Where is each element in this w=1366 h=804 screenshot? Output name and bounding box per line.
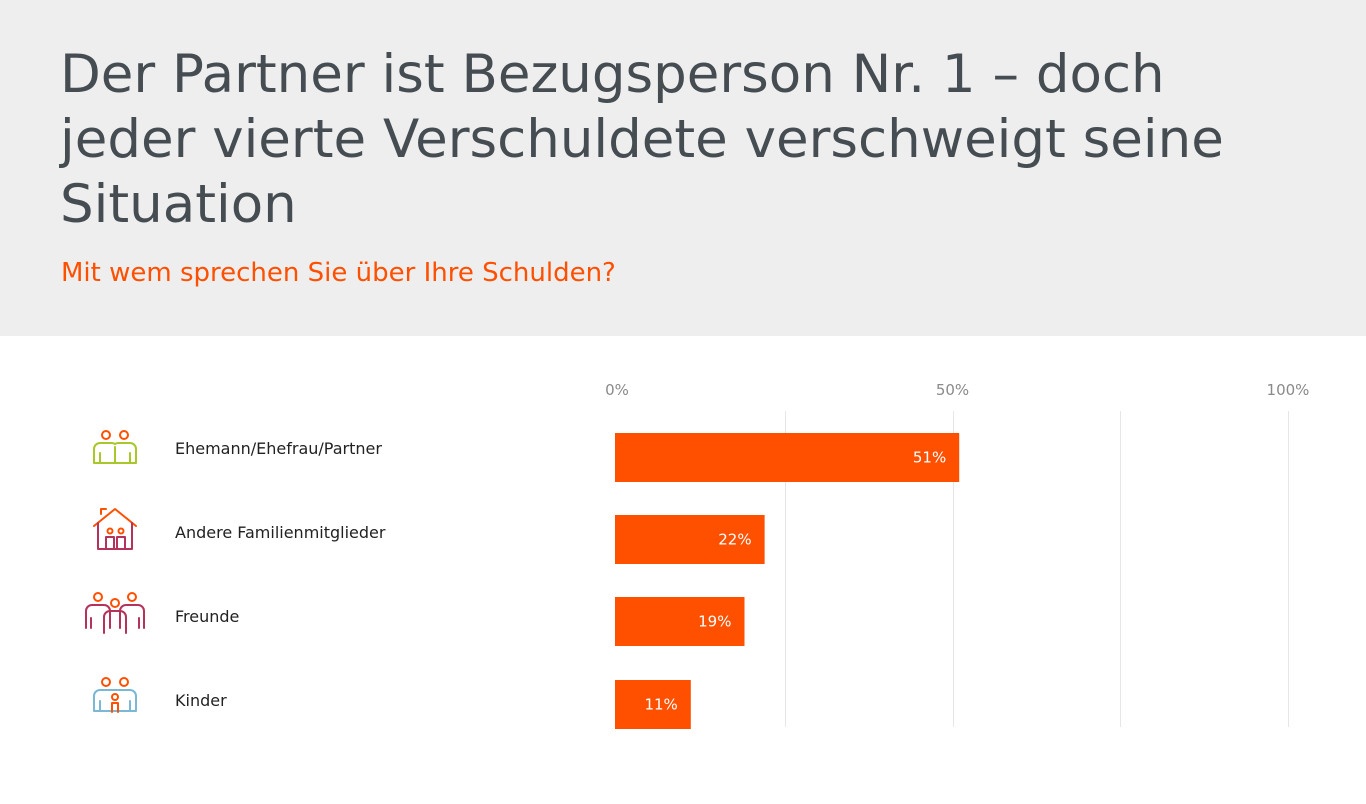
chart-svg: 0% 50% 100% 51% 22% 19% 11% Ehemann/Ehefrau/P… [85, 381, 1309, 729]
bar-3 [615, 597, 745, 646]
bar-2 [615, 515, 765, 564]
x-tick-label: 50% [936, 381, 969, 399]
category-icons [85, 430, 145, 713]
category-labels: Ehemann/Ehefrau/Partner Andere Familienmi… [175, 439, 386, 710]
header-panel: Der Partner ist Bezugsperson Nr. 1 – doc… [0, 0, 1366, 336]
category-label: Freunde [175, 607, 239, 626]
couple-icon [93, 430, 137, 464]
category-label: Ehemann/Ehefrau/Partner [175, 439, 382, 458]
house-family-icon [93, 508, 137, 550]
bar-4 [615, 680, 691, 729]
category-label: Kinder [175, 691, 227, 710]
category-label: Andere Familienmitglieder [175, 523, 386, 542]
page-subtitle: Mit wem sprechen Sie über Ihre Schulden? [61, 258, 616, 288]
bar-value-label: 22% [718, 531, 751, 549]
page-title: Der Partner ist Bezugsperson Nr. 1 – doc… [60, 44, 1224, 235]
x-tick-label: 0% [605, 381, 629, 399]
bar-chart: 0% 50% 100% 51% 22% 19% 11% Ehemann/Ehefrau/P… [0, 336, 1366, 804]
bars: 51% 22% 19% 11% [615, 433, 960, 729]
bar-1 [615, 433, 960, 482]
x-tick-label: 100% [1267, 381, 1310, 399]
bar-value-label: 11% [644, 696, 677, 714]
x-axis-ticks: 0% 50% 100% [605, 381, 1309, 399]
friends-icon [85, 592, 145, 634]
bar-value-label: 51% [913, 449, 946, 467]
parents-child-icon [93, 677, 137, 713]
bar-value-label: 19% [698, 613, 731, 631]
